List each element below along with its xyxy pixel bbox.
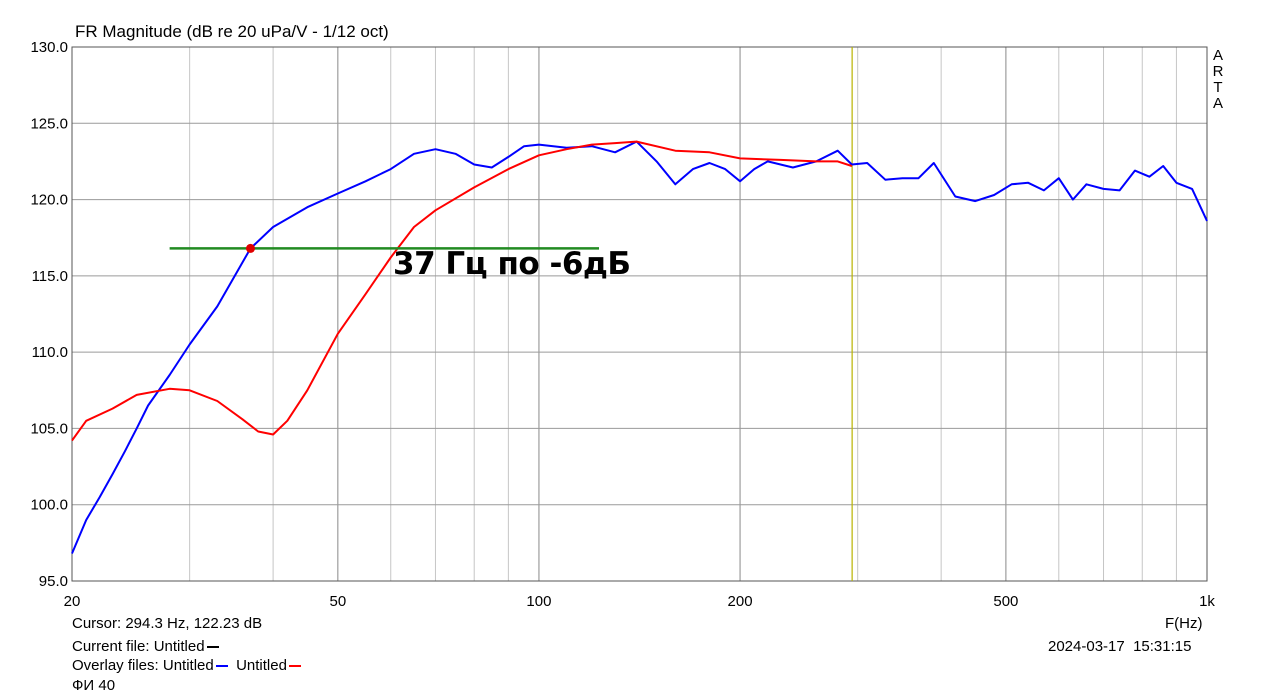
arta-letter: A: [1212, 47, 1223, 64]
y-tick-label: 110.0: [32, 344, 68, 361]
y-tick-label: 125.0: [30, 115, 68, 132]
current-file-name: Untitled: [153, 638, 205, 655]
current-file-label: Current file:: [72, 638, 150, 655]
y-tick-label: 95.0: [39, 573, 68, 590]
annotation-text: 37 Гц по -6дБ: [393, 246, 631, 282]
overlay-file-2-swatch: [288, 665, 301, 668]
y-tick-label: 105.0: [30, 420, 68, 437]
grid: [71, 46, 1208, 582]
note-text: ФИ 40: [72, 677, 116, 694]
x-tick-label: 500: [993, 593, 1018, 610]
y-tick-label: 120.0: [30, 192, 68, 209]
y-tick-label: 130.0: [30, 39, 68, 56]
x-tick-label: 100: [526, 593, 551, 610]
chart-title: FR Magnitude (dB re 20 uPa/V - 1/12 oct): [75, 22, 389, 41]
x-tick-label: 200: [728, 593, 753, 610]
overlay-file-1: Untitled: [162, 657, 214, 674]
x-axis-label: F(Hz): [1165, 615, 1203, 632]
overlay-file-2: Untitled: [236, 657, 287, 674]
overlay-file-1-swatch: [215, 665, 228, 668]
marker-dot: [245, 243, 255, 253]
arta-letter: R: [1212, 63, 1224, 80]
plot-frame: [71, 46, 1208, 582]
time-text: 15:31:15: [1133, 638, 1192, 655]
y-tick-label: 115.0: [32, 268, 68, 285]
current-file-row: Current file: Untitled: [72, 638, 219, 655]
overlay-files-row: Overlay files: Untitled Untitled: [72, 657, 301, 674]
series-line-2: [71, 140, 853, 442]
series-line-1: [71, 140, 1208, 554]
overlay-files-label: Overlay files:: [72, 657, 159, 674]
x-tick-labels: 20 50 100 200 500 1k: [64, 593, 1216, 610]
current-file-swatch: [206, 646, 219, 649]
arta-letter: T: [1213, 79, 1223, 96]
x-tick-label: 1k: [1199, 593, 1215, 610]
marker-point: [245, 243, 255, 253]
timestamp: 2024-03-17 15:31:15: [1048, 638, 1191, 655]
y-tick-labels: 95.0 100.0 105.0 110.0 115.0 120.0 125.0 130.0: [30, 39, 68, 590]
series-lines: [71, 140, 1208, 554]
x-tick-label: 20: [64, 593, 81, 610]
arta-letter: A: [1212, 95, 1223, 112]
y-tick-label: 100.0: [30, 497, 68, 514]
x-tick-label: 50: [330, 593, 347, 610]
date-text: 2024-03-17: [1048, 638, 1125, 655]
cursor-readout: Cursor: 294.3 Hz, 122.23 dB: [72, 615, 263, 632]
